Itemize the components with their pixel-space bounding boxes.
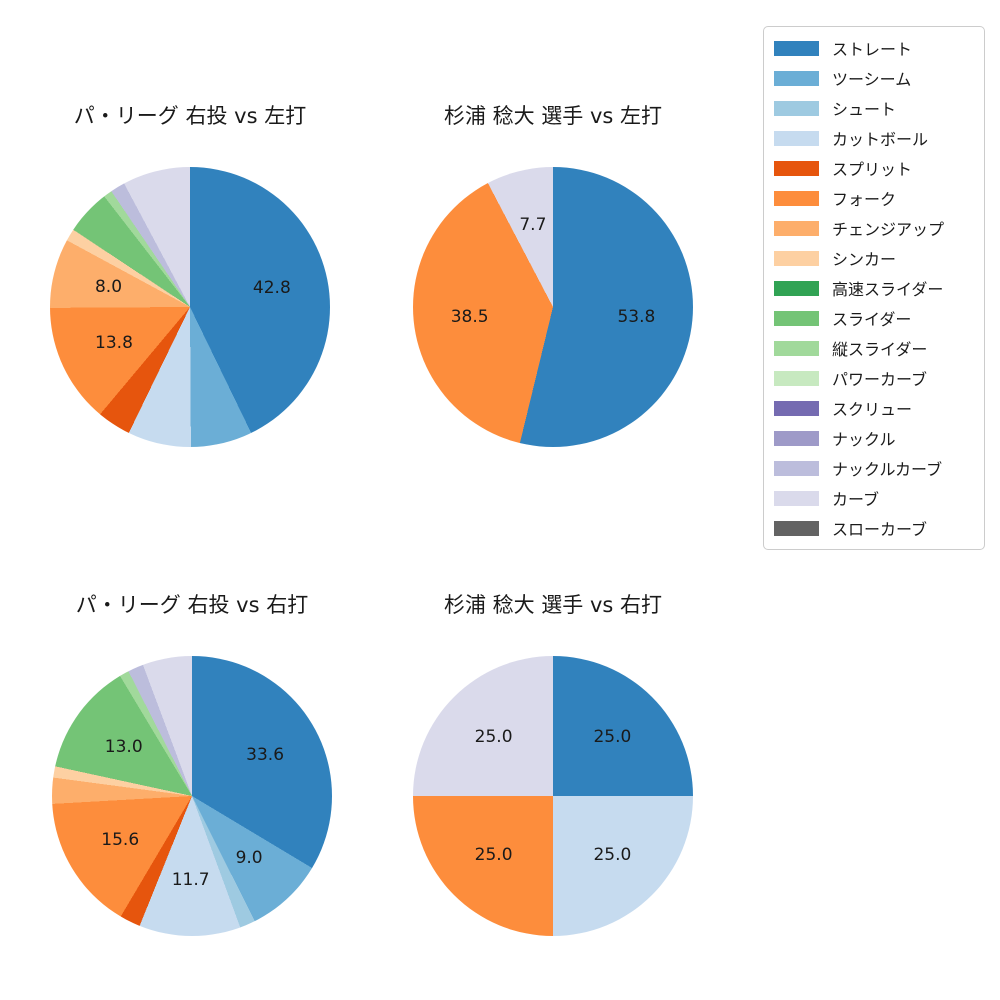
- pie-value-label: 38.5: [450, 307, 489, 328]
- pie-value-label: 11.7: [171, 869, 210, 890]
- legend-item: 縦スライダー: [774, 333, 974, 363]
- legend-label: ツーシーム: [832, 70, 912, 89]
- chart-title: 杉浦 稔大 選手 vs 左打: [443, 104, 663, 128]
- legend-label: スプリット: [832, 160, 913, 179]
- legend-swatch: [774, 430, 819, 446]
- legend-item: カーブ: [774, 483, 974, 513]
- pie-value-label: 8.0: [94, 276, 123, 297]
- pie-value-label: 25.0: [593, 845, 632, 866]
- chart-title: パ・リーグ 右投 vs 左打: [73, 104, 307, 128]
- legend-label: チェンジアップ: [832, 220, 945, 239]
- legend-label: パワーカーブ: [832, 370, 928, 389]
- legend-label: 高速スライダー: [832, 280, 944, 299]
- legend-swatch: [774, 40, 819, 56]
- pie-value-label: 53.8: [617, 307, 656, 327]
- legend-swatch: [774, 400, 819, 416]
- legend-label: スライダー: [832, 310, 912, 329]
- pie-value-label: 25.0: [474, 845, 513, 866]
- pie-chart: 53.8 38.5 7.7: [413, 167, 693, 447]
- legend: ストレートツーシームシュートカットボール スプリットフォークチェンジアップ シンカー…: [763, 26, 985, 550]
- legend-item: スローカーブ: [774, 513, 974, 543]
- chart-panel-pa-league-vs-lhb: パ・リーグ 右投 vs 左打 42.8 13.8 8.0: [47, 103, 333, 447]
- chart-panel-sugiura-vs-rhb: 杉浦 稔大 選手 vs 右打 25.0 25.0 25.0 25.0: [410, 592, 696, 936]
- chart-title: パ・リーグ 右投 vs 右打: [75, 593, 309, 617]
- legend-swatch: [774, 160, 819, 176]
- legend-label: シュート: [832, 100, 897, 119]
- chart-title: 杉浦 稔大 選手 vs 右打: [443, 593, 663, 617]
- legend-swatch: [774, 280, 819, 296]
- pie-chart: 25.0 25.0 25.0 25.0: [413, 656, 693, 936]
- legend-swatch: [774, 190, 819, 206]
- legend-swatch: [774, 340, 819, 356]
- legend-swatch: [774, 370, 819, 386]
- pie-value-label: 13.8: [95, 332, 133, 353]
- legend-item: スプリット: [774, 153, 974, 183]
- legend-label: スクリュー: [832, 400, 913, 419]
- legend-item: ストレート: [774, 33, 974, 63]
- pie-value-label: 13.0: [104, 737, 143, 758]
- chart-panel-pa-league-vs-rhb: パ・リーグ 右投 vs 右打 33.6 9.0 11.7 15.6 13.0: [49, 592, 335, 936]
- legend-item: ナックル: [774, 423, 974, 453]
- legend-label: シンカー: [832, 250, 897, 269]
- pie-value-label: 25.0: [474, 726, 513, 747]
- legend-swatch: [774, 460, 819, 476]
- legend-label: スローカーブ: [832, 520, 928, 539]
- legend-items: ストレートツーシームシュートカットボール スプリットフォークチェンジアップ シンカー…: [774, 33, 974, 543]
- legend-item: ツーシーム: [774, 63, 974, 93]
- legend-swatch: [774, 520, 819, 536]
- legend-item: シンカー: [774, 243, 974, 273]
- legend-item: 高速スライダー: [774, 273, 974, 303]
- pie-value-label: 15.6: [101, 829, 140, 850]
- legend-swatch: [774, 220, 819, 236]
- legend-label: ナックルカーブ: [832, 460, 943, 479]
- legend-item: チェンジアップ: [774, 213, 974, 243]
- pie-chart: 33.6 9.0 11.7 15.6 13.0: [52, 656, 332, 936]
- legend-swatch: [774, 70, 819, 86]
- legend-swatch: [774, 250, 819, 266]
- pie-value-label: 33.6: [246, 744, 285, 765]
- legend-item: フォーク: [774, 183, 974, 213]
- legend-item: スクリュー: [774, 393, 974, 423]
- legend-item: カットボール: [774, 123, 974, 153]
- legend-label: カーブ: [832, 490, 880, 509]
- legend-swatch: [774, 490, 819, 506]
- chart-panel-sugiura-vs-lhb: 杉浦 稔大 選手 vs 左打 53.8 38.5 7.7: [410, 103, 696, 447]
- legend-label: 縦スライダー: [832, 340, 928, 359]
- legend-item: パワーカーブ: [774, 363, 974, 393]
- legend-label: ナックル: [832, 430, 896, 449]
- legend-label: ストレート: [832, 40, 913, 59]
- legend-label: フォーク: [832, 190, 897, 209]
- legend-swatch: [774, 310, 819, 326]
- pie-chart: 42.8 13.8 8.0: [50, 167, 330, 447]
- legend-item: ナックルカーブ: [774, 453, 974, 483]
- pie-value-label: 25.0: [593, 726, 632, 747]
- pie-value-label: 7.7: [519, 215, 547, 236]
- legend-item: スライダー: [774, 303, 974, 333]
- legend-swatch: [774, 130, 819, 146]
- legend-swatch: [774, 100, 819, 116]
- pie-value-label: 42.8: [252, 278, 291, 299]
- legend-label: カットボール: [832, 130, 929, 149]
- legend-item: シュート: [774, 93, 974, 123]
- pie-value-label: 9.0: [235, 847, 263, 868]
